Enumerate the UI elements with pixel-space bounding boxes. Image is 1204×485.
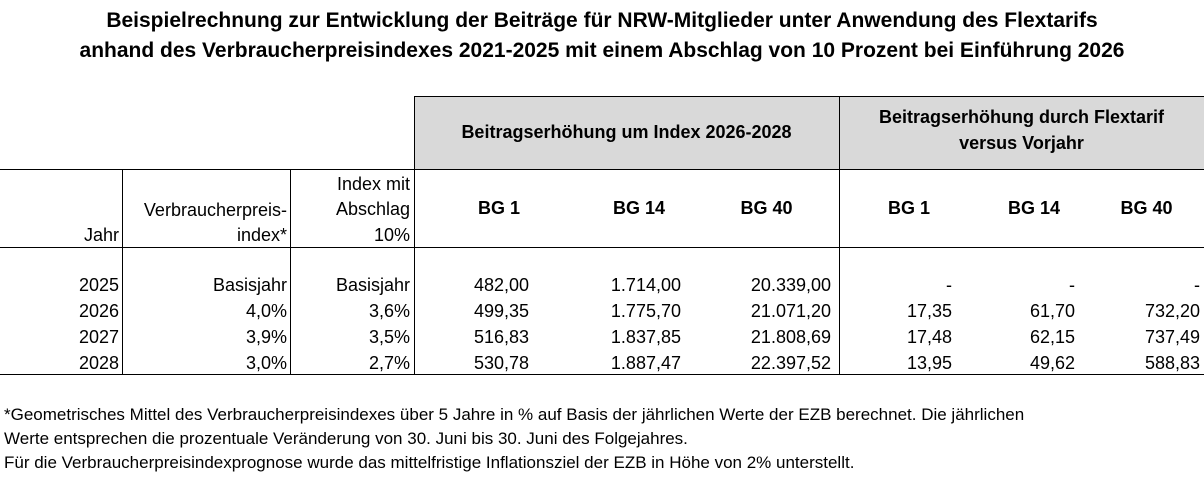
- header-bg1-flex: BG 1: [887, 198, 930, 218]
- rule-below-header: [0, 247, 1204, 248]
- cell-bg1: 482,00: [473, 275, 529, 295]
- cell-bg14: 1.837,85: [610, 327, 681, 347]
- cell-bg40-flex: 588,83: [1144, 353, 1200, 373]
- cell-bg1: 499,35: [473, 301, 529, 321]
- header-group-index: Beitragserhöhung um Index 2026-2028: [461, 122, 792, 142]
- header-bg14-flex: BG 14: [1007, 198, 1061, 218]
- cell-index: 2,7%: [368, 353, 410, 373]
- header-bg1: BG 1: [477, 198, 520, 218]
- header-shade-index: [414, 97, 839, 169]
- footnote-line-3: Für die Verbraucherpreisindexprognose wu…: [4, 453, 855, 472]
- page-title: Beispielrechnung zur Entwicklung der Bei…: [0, 6, 1204, 66]
- header-idx-line3: 10%: [373, 225, 410, 245]
- cell-bg14-flex: 49,62: [1029, 353, 1075, 373]
- rule-v-vpi: [290, 169, 291, 375]
- cell-jahr: 2025: [78, 275, 119, 295]
- cell-bg40: 21.808,69: [750, 327, 831, 347]
- header-shade-flextarif: [839, 97, 1204, 169]
- cell-jahr: 2026: [78, 301, 119, 321]
- cell-bg1: 516,83: [473, 327, 529, 347]
- header-bg40-flex: BG 40: [1120, 198, 1173, 218]
- title-line-1: Beispielrechnung zur Entwicklung der Bei…: [106, 9, 1098, 32]
- cell-vpi: 4,0%: [245, 301, 287, 321]
- cell-bg14: 1.775,70: [610, 301, 681, 321]
- cell-bg40-flex: 737,49: [1144, 327, 1200, 347]
- rule-bottom: [0, 374, 1204, 375]
- cell-vpi: 3,0%: [245, 353, 287, 373]
- header-jahr: Jahr: [83, 225, 119, 245]
- footnote-line-2: Werte entsprechen die prozentuale Veränd…: [4, 429, 688, 448]
- cell-vpi: Basisjahr: [212, 275, 287, 295]
- cell-bg40-flex: -: [1194, 275, 1200, 295]
- rule-v-jahr: [122, 169, 123, 375]
- cell-jahr: 2028: [78, 353, 119, 373]
- cell-bg1-flex: 17,35: [906, 301, 952, 321]
- header-group-flextarif-line1: Beitragserhöhung durch Flextarif: [878, 107, 1165, 127]
- footnote: *Geometrisches Mittel des Verbraucherpre…: [4, 403, 1024, 475]
- cell-index: 3,6%: [368, 301, 410, 321]
- cell-vpi: 3,9%: [245, 327, 287, 347]
- header-idx-line1: Index mit: [336, 174, 410, 194]
- cell-index: Basisjahr: [335, 275, 410, 295]
- cell-bg1-flex: 13,95: [906, 353, 952, 373]
- header-group-flextarif-line2: versus Vorjahr: [959, 133, 1084, 153]
- cell-bg1-flex: -: [946, 275, 952, 295]
- footnote-line-1: *Geometrisches Mittel des Verbraucherpre…: [4, 405, 1025, 424]
- header-idx-line2: Abschlag: [335, 199, 410, 219]
- rule-below-groups: [0, 169, 1204, 170]
- cell-jahr: 2027: [78, 327, 119, 347]
- cell-bg14-flex: -: [1069, 275, 1075, 295]
- title-line-2: anhand des Verbraucherpreisindexes 2021-…: [79, 39, 1125, 62]
- rule-v-index-left: [414, 96, 415, 375]
- cell-bg40: 20.339,00: [750, 275, 831, 295]
- cell-bg14: 1.887,47: [610, 353, 681, 373]
- cell-bg14: 1.714,00: [610, 275, 681, 295]
- cell-bg40: 22.397,52: [750, 353, 831, 373]
- header-vpi-line2: index*: [236, 225, 287, 245]
- cell-bg14-flex: 61,70: [1029, 301, 1075, 321]
- rule-v-flex-left: [839, 96, 840, 375]
- cell-bg40: 21.071,20: [750, 301, 831, 321]
- cell-bg1-flex: 17,48: [906, 327, 952, 347]
- header-vpi-line1: Verbraucherpreis-: [143, 200, 287, 220]
- cell-bg14-flex: 62,15: [1029, 327, 1075, 347]
- header-bg40: BG 40: [740, 198, 793, 218]
- cell-bg40-flex: 732,20: [1144, 301, 1200, 321]
- header-bg14: BG 14: [612, 198, 666, 218]
- cell-bg1: 530,78: [473, 353, 529, 373]
- rule-top-groups: [414, 96, 1204, 97]
- cell-index: 3,5%: [368, 327, 410, 347]
